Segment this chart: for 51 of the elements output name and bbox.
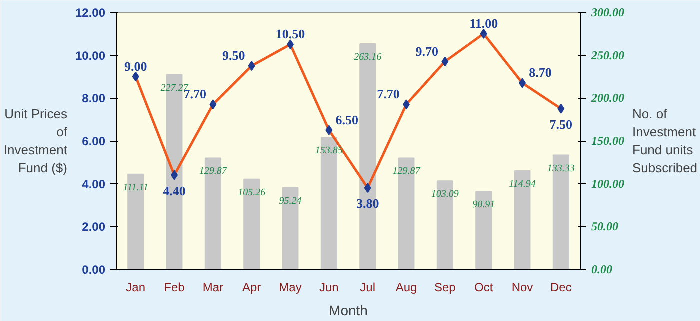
x-tick-label: Aug (396, 280, 418, 294)
data-label: 9.00 (124, 58, 148, 74)
y2-tick-label: 300.00 (590, 6, 624, 20)
x-tick-label: Jan (126, 280, 146, 294)
data-label: 129.87 (199, 166, 228, 178)
data-label: 90.91 (472, 200, 496, 211)
y2-tick-label: 150.00 (592, 134, 624, 148)
data-label: 10.50 (276, 26, 306, 42)
x-tick-label: Mar (202, 280, 224, 294)
y2-tick-label: 200.00 (590, 91, 624, 106)
x-tick-label: May (279, 280, 302, 294)
data-label: 8.70 (529, 65, 552, 80)
data-label: 7.70 (377, 86, 400, 102)
y-tick-label: 8.00 (82, 92, 106, 106)
y2-tick-label: 100.00 (592, 176, 624, 191)
data-label: 6.50 (336, 112, 359, 128)
data-label: 9.70 (416, 44, 439, 59)
y-tick-label: 12.00 (75, 6, 106, 20)
data-label: 129.87 (392, 166, 422, 178)
y-tick-label: 10.00 (75, 48, 106, 63)
data-label: 11.00 (470, 16, 498, 31)
y-tick-label: 6.00 (82, 134, 106, 148)
data-label: 3.80 (356, 196, 380, 212)
x-tick-label: Sep (434, 280, 456, 294)
data-label: 111.11 (123, 182, 148, 194)
x-tick-label: Jun (319, 280, 339, 294)
y2-tick-label: 50.00 (592, 220, 618, 234)
data-label: 153.85 (315, 146, 343, 157)
data-label: 263.16 (354, 52, 382, 64)
y-tick-label: 0.00 (82, 263, 106, 277)
data-label: 114.94 (509, 179, 536, 190)
x-tick-label: Jul (360, 280, 376, 294)
data-label: 4.40 (163, 183, 186, 198)
y-tick-label: 4.00 (82, 177, 106, 192)
x-tick-label: Nov (512, 280, 534, 294)
data-label: 105.26 (238, 187, 266, 198)
x-tick-label: Apr (242, 280, 262, 294)
y2-tick-label: 0.00 (592, 262, 612, 276)
x-tick-label: Dec (550, 280, 572, 294)
x-tick-label: Feb (164, 280, 186, 294)
y2-axis-title: No. of Investment Fund units Subscribed (632, 106, 698, 176)
y2-tick-label: 250.00 (590, 48, 624, 62)
data-label: 9.50 (222, 48, 246, 64)
y-tick-label: 2.00 (82, 220, 106, 234)
y-axis-title: Unit Prices of Investment Fund ($) (4, 106, 68, 176)
data-label: 103.09 (431, 189, 459, 200)
data-label: 95.24 (279, 196, 302, 207)
data-label: 7.50 (550, 116, 573, 132)
data-label: 133.33 (547, 163, 575, 174)
x-axis-title: Month (329, 302, 368, 318)
x-tick-label: Oct (474, 280, 494, 294)
